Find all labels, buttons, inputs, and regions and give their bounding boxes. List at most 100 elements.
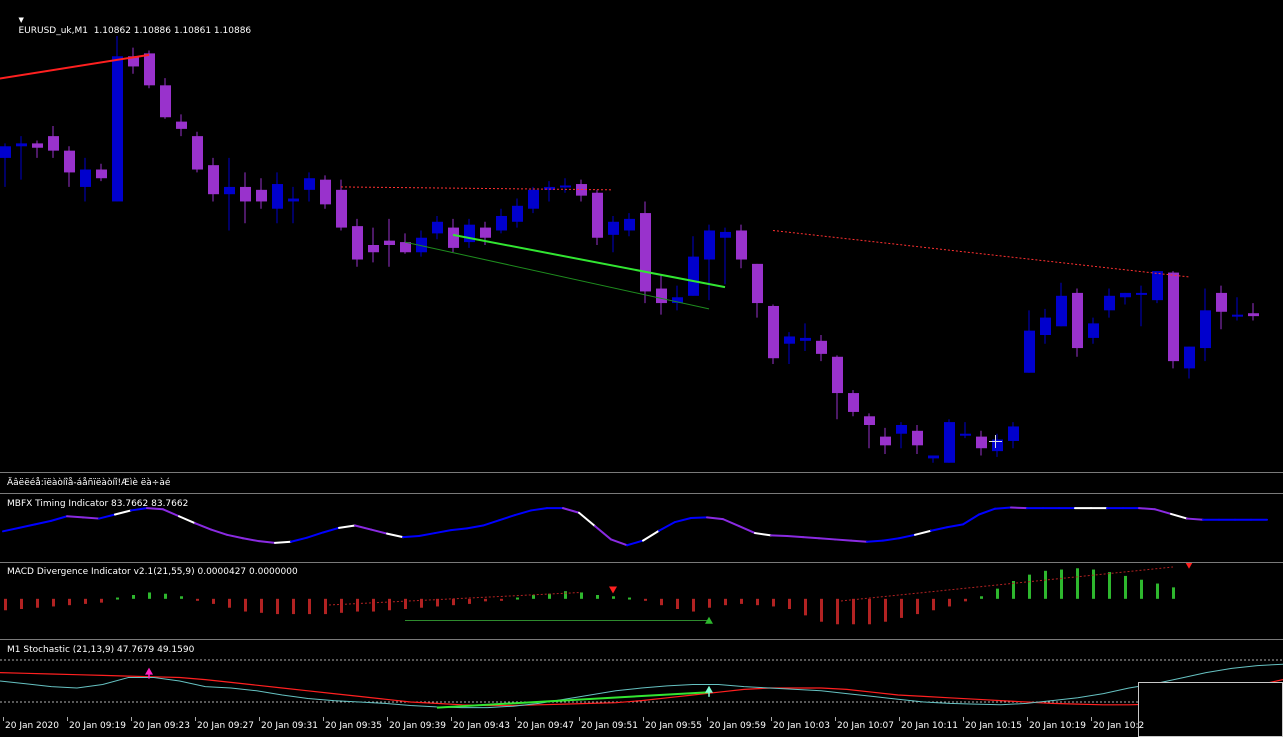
candle-body [368,245,379,253]
mbfx-line-segment [914,529,932,536]
pane-separator[interactable] [0,493,1283,494]
stochastic-label: M1 Stochastic (21,13,9) 47.7679 49.1590 [7,645,195,655]
mbfx-line-segment [354,524,372,531]
candle-body [960,433,971,436]
macd-bar [836,598,839,625]
candle-body [1072,292,1083,349]
macd-bar [692,598,695,612]
macd-bar [948,598,951,607]
macd-bar [628,597,631,600]
macd-bar [1172,587,1175,599]
arrow-up-icon [705,616,713,624]
time-tick [515,717,516,721]
sub-window-label: Äâëëéå:ïëàòíîå-áåñïëàòíî!Æìè ëà÷àé [7,478,171,488]
mbfx-line-segment [722,518,740,528]
macd-bar [532,595,535,599]
macd-bar [1012,581,1015,599]
time-tick [323,717,324,721]
macd-bar [1140,579,1143,599]
time-axis-label: 20 Jan 09:55 [645,721,702,731]
pane-separator[interactable] [0,472,1283,473]
macd-label: MACD Divergence Indicator v2.1(21,55,9) … [7,567,298,577]
stochastic-indicator-pane[interactable]: M1 Stochastic (21,13,9) 47.7679 49.1590 [0,640,1283,717]
mbfx-line-segment [18,523,36,529]
candle-body [880,436,891,446]
mbfx-line-segment [194,522,212,531]
candle-body [64,150,75,173]
mbfx-line-segment [226,533,244,540]
candlestick-chart[interactable] [0,0,1283,472]
mbfx-line-segment [178,515,196,525]
macd-bar [68,598,71,606]
candle-body [1200,310,1211,349]
time-tick [899,717,900,721]
macd-bar [148,592,151,599]
mbfx-line-segment [946,523,964,529]
candle-body [1008,426,1019,441]
macd-bar [580,592,583,599]
macd-bar [884,598,887,622]
candle-body [864,416,875,425]
time-tick [131,717,132,721]
macd-bar [740,598,743,604]
stochastic-main-line [0,663,1283,709]
trend-line [0,53,150,80]
mbfx-label: MBFX Timing Indicator 83.7662 83.7662 [7,499,189,509]
macd-bar [900,598,903,618]
mbfx-line-segment [1186,517,1204,521]
corner-panel [1138,682,1283,737]
macd-bar [596,595,599,599]
mbfx-indicator-pane[interactable]: MBFX Timing Indicator 83.7662 83.7662 [0,494,1283,562]
macd-bar [788,598,791,609]
main-price-chart[interactable]: ▼ EURUSD_uk,M1 1.10862 1.10886 1.10861 1… [0,0,1283,472]
macd-bar [84,598,87,604]
mbfx-line-segment [930,526,948,532]
time-axis-label: 20 Jan 09:19 [69,721,126,731]
candle-body [928,455,939,459]
macd-histogram-chart [4,563,1193,625]
mbfx-line-segment [850,539,868,543]
candle-body [560,185,571,188]
time-axis-label: 20 Jan 09:39 [389,721,446,731]
candle-body [1024,330,1035,373]
pane-separator[interactable] [0,562,1283,563]
triangle-down-icon[interactable]: ▼ [18,16,24,24]
macd-bar [916,598,919,615]
candle-body [736,230,747,260]
candle-body [656,288,667,304]
macd-bar [500,598,503,601]
candle-body [304,178,315,190]
candle-body [80,169,91,187]
mbfx-line-segment [450,527,468,532]
macd-bar [964,598,967,602]
sub-window-text[interactable]: Äâëëéå:ïëàòíîå-áåñïëàòíî!Æìè ëà÷àé [0,473,1283,493]
pane-separator[interactable] [0,639,1283,640]
macd-bar [356,598,359,612]
mbfx-line-segment [578,511,596,528]
time-axis-label: 20 Jan 09:23 [133,721,190,731]
candle-body [528,189,539,209]
candle-body [816,340,827,354]
mbfx-line-segment [786,534,804,539]
candle-body [704,230,715,260]
candle-body [128,56,139,67]
candle-body [1216,292,1227,312]
arrow-up-icon [145,667,153,675]
macd-bar [132,595,135,599]
candle-body [624,218,635,231]
candle-body [640,213,651,292]
macd-bar [324,598,327,615]
candle-body [256,189,267,202]
macd-bar [660,598,663,606]
candle-body [752,263,763,304]
time-tick [579,717,580,721]
macd-bar [100,598,103,603]
candle-body [448,227,459,248]
mbfx-line-segment [866,539,884,543]
macd-indicator-pane[interactable]: MACD Divergence Indicator v2.1(21,55,9) … [0,563,1283,639]
mbfx-line-segment [274,540,292,544]
macd-bar [196,598,199,601]
candle-body [176,121,187,129]
macd-bar [36,598,39,608]
mbfx-line-segment [82,516,100,520]
